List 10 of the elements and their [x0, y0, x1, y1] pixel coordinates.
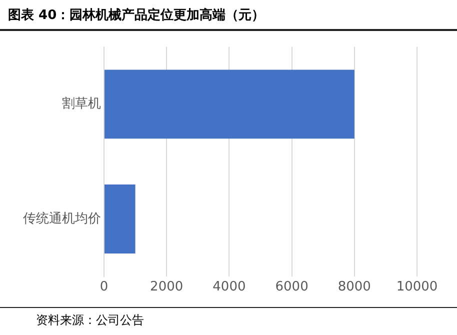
x-tick-label: 6000 [275, 280, 308, 295]
x-tick-label: 10000 [396, 280, 438, 295]
x-tick-label: 2000 [150, 280, 184, 295]
chart-title: 图表 40：园林机械产品定位更加高端（元） [8, 6, 265, 24]
y-tick-label: 割草机 [62, 96, 101, 112]
x-tick-label: 8000 [338, 280, 371, 295]
x-tick-label: 4000 [212, 280, 246, 295]
y-tick-label: 传统通机均价 [23, 211, 101, 226]
text: 资料来源：公司公告 [36, 312, 144, 329]
x-tick-label: 0 [100, 280, 108, 295]
